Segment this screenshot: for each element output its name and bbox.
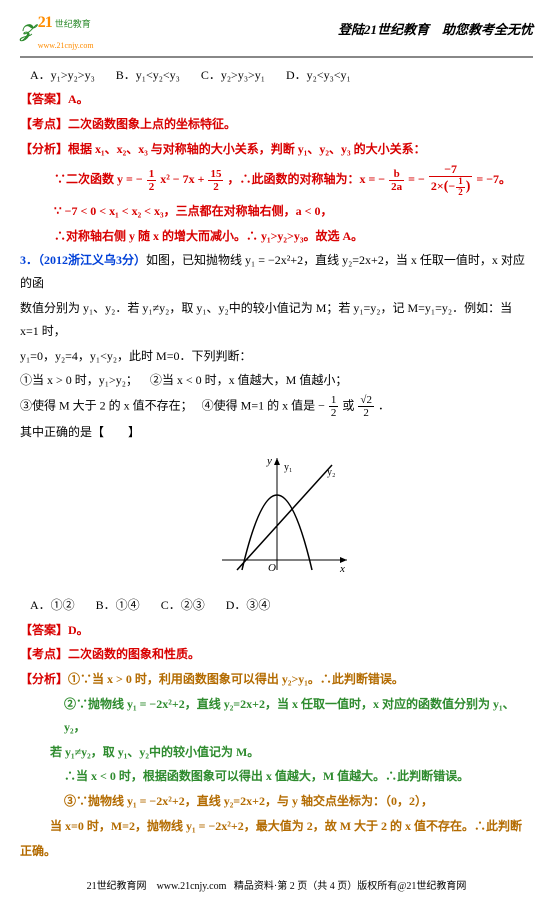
q2-analysis-3: ∴对称轴右侧 y 随 x 的增大而减小。∴ y₁>y₂>y₃。故选 A。 bbox=[20, 225, 533, 248]
page-footer: 21世纪教育网 www.21cnjy.com 精品资料·第 2 页（共 4 页）… bbox=[20, 877, 533, 896]
choice-b: B．y₁<y₂<y₃ bbox=[116, 64, 180, 87]
q3-analysis-3b: 当 x=0 时，M=2，抛物线 y₁ = −2x²+2，最大值为 2，故 M 大… bbox=[20, 815, 533, 838]
q2-answer-line: 【答案】A。 bbox=[20, 88, 533, 111]
q2-topic-line: 【考点】二次函数图象上点的坐标特征。 bbox=[20, 113, 533, 136]
logo-url: www.21cnjy.com bbox=[38, 38, 94, 53]
logo-icon: 𝒵 bbox=[20, 14, 34, 48]
choice-a: A．y₁>y₂>y₃ bbox=[30, 64, 95, 87]
q3-tail: 其中正确的是【 】 bbox=[20, 421, 533, 444]
logo-sub: 世纪教育 bbox=[55, 19, 91, 29]
page-header: 𝒵 21 世纪教育 www.21cnjy.com 登陆21世纪教育 助您教考全无… bbox=[20, 8, 533, 58]
q3-choice-a: A．①② bbox=[30, 594, 75, 617]
topic-label: 【考点】 bbox=[20, 117, 68, 131]
q3-opts-34: ③使得 M 大于 2 的 x 值不存在； ④使得 M=1 的 x 值是 − 12… bbox=[20, 394, 533, 419]
logo: 𝒵 21 世纪教育 www.21cnjy.com bbox=[20, 8, 94, 54]
x-axis-label: x bbox=[339, 563, 345, 575]
q3-label: 3．（2012浙江义乌3分） bbox=[20, 253, 146, 267]
q3-stem-2: 数值分别为 y₁、y₂．若 y₁≠y₂，取 y₁、y₂中的较小值记为 M；若 y… bbox=[20, 297, 533, 343]
q2-choices: A．y₁>y₂>y₃ B．y₁<y₂<y₃ C．y₂>y₃>y₁ D．y₂<y₃… bbox=[30, 64, 533, 87]
q3-analysis-3a: ③∵抛物线 y₁ = −2x²+2，直线 y₂=2x+2，与 y 轴交点坐标为：… bbox=[20, 790, 533, 813]
header-right: 登陆21世纪教育 助您教考全无忧 bbox=[338, 18, 533, 43]
q3-analysis-1: 【分析】①∵当 x > 0 时，利用函数图象可以得出 y₂>y₁。∴此判断错误。 bbox=[20, 668, 533, 691]
q2-analysis-2: ∵ −7 < 0 < x₁ < x₂ < x₃，三点都在对称轴右侧，a < 0， bbox=[20, 200, 533, 223]
origin-label: O bbox=[268, 562, 276, 574]
q3-answer-line: 【答案】D。 bbox=[20, 619, 533, 642]
q3-analysis-2b: 若 y₁≠y₂，取 y₁、y₂中的较小值记为 M。 bbox=[20, 741, 533, 764]
q3-choice-b: B．①④ bbox=[96, 594, 140, 617]
q3-opts-12: ①当 x > 0 时，y₁>y₂； ②当 x < 0 时，x 值越大，M 值越小… bbox=[20, 369, 533, 392]
q3-stem-1: 3．（2012浙江义乌3分）如图，已知抛物线 y₁ = −2x²+2，直线 y₂… bbox=[20, 249, 533, 295]
y1-label: y₁ bbox=[284, 462, 293, 473]
logo-21: 21 bbox=[38, 14, 52, 31]
choice-c: C．y₂>y₃>y₁ bbox=[201, 64, 265, 87]
q3-stem-3: y₁=0，y₂=4，y₁<y₂，此时 M=0．下列判断： bbox=[20, 345, 533, 368]
q3-choices: A．①② B．①④ C．②③ D．③④ bbox=[30, 594, 533, 617]
q3-analysis-2c: ∴当 x < 0 时，根据函数图象可以得出 x 值越大，M 值越大。∴此判断错误… bbox=[20, 765, 533, 788]
q3-choice-c: C．②③ bbox=[161, 594, 205, 617]
answer-label: 【答案】 bbox=[20, 92, 68, 106]
q3-analysis-3c: 正确。 bbox=[20, 840, 533, 863]
q2-analysis-1: ∵二次函数 y = − 12 x² − 7x + 152 ，∴此函数的对称轴为：… bbox=[20, 163, 533, 198]
y2-label: y₂ bbox=[327, 467, 336, 478]
q3-topic-line: 【考点】二次函数的图象和性质。 bbox=[20, 643, 533, 666]
analysis-label: 【分析】 bbox=[20, 142, 68, 156]
parabola-graph: y y₁ y₂ O x bbox=[202, 450, 352, 580]
q3-figure: y y₁ y₂ O x bbox=[20, 450, 533, 588]
y-axis-label: y bbox=[266, 455, 272, 467]
q2-analysis-intro: 【分析】根据 x₁、x₂、x₃ 与对称轴的大小关系，判断 y₁、y₂、y₃ 的大… bbox=[20, 138, 533, 161]
q3-choice-d: D．③④ bbox=[226, 594, 271, 617]
q3-analysis-2a: ②∵抛物线 y₁ = −2x²+2，直线 y₂=2x+2，当 x 任取一值时，x… bbox=[20, 693, 533, 739]
choice-d: D．y₂<y₃<y₁ bbox=[286, 64, 351, 87]
